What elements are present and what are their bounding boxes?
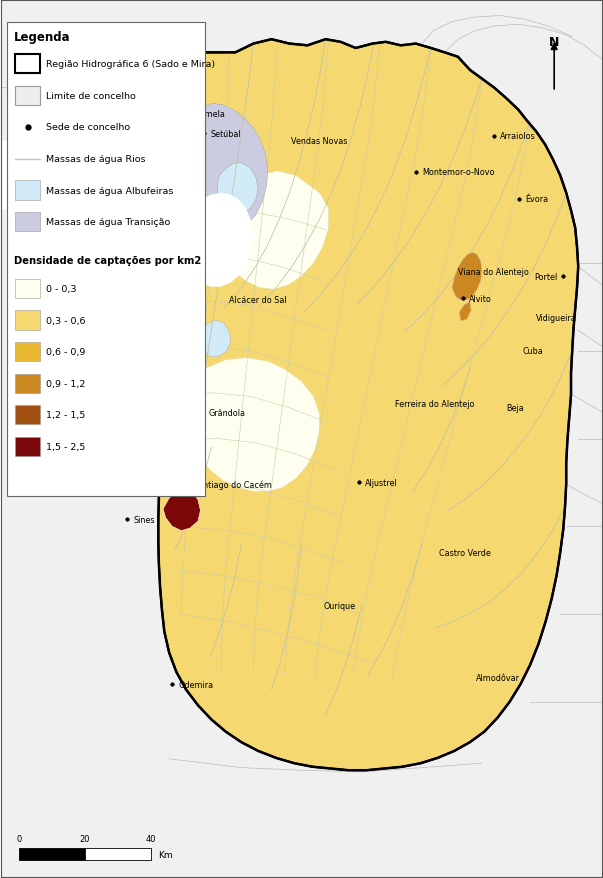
Bar [15, 342, 40, 362]
Text: 0,9 - 1,2: 0,9 - 1,2 [46, 379, 86, 388]
Bar [7, 23, 205, 496]
Text: 40: 40 [146, 834, 156, 843]
Text: Santiago do Cacém: Santiago do Cacém [193, 480, 272, 489]
Text: 1,5 - 2,5: 1,5 - 2,5 [46, 443, 86, 451]
Polygon shape [184, 358, 320, 492]
Polygon shape [163, 488, 200, 531]
Text: Km: Km [159, 850, 173, 859]
Bar [85, 848, 151, 860]
Polygon shape [49, 145, 104, 182]
Text: Limite de concelho: Limite de concelho [46, 91, 136, 101]
Text: 0: 0 [16, 834, 21, 843]
Bar [15, 55, 40, 75]
Text: Ourique: Ourique [324, 601, 356, 610]
Text: 20: 20 [80, 834, 90, 843]
Text: Alvito: Alvito [469, 294, 491, 303]
Text: Arraiolos: Arraiolos [500, 132, 536, 141]
Polygon shape [205, 171, 329, 290]
Text: Região Hidrográfica 6 (Sado e Mira): Região Hidrográfica 6 (Sado e Mira) [46, 61, 215, 69]
Polygon shape [178, 193, 253, 299]
Polygon shape [459, 302, 471, 321]
Text: Vidigueira: Vidigueira [536, 313, 577, 322]
Text: Massas de água Transição: Massas de água Transição [46, 218, 171, 227]
Text: Massas de água Albufeiras: Massas de água Albufeiras [46, 186, 174, 196]
Bar [19, 848, 85, 860]
Text: Aljustrel: Aljustrel [365, 479, 397, 487]
Text: Montijo: Montijo [144, 166, 174, 176]
Text: Almodôvar: Almodôvar [476, 673, 520, 682]
Text: Sesimbra: Sesimbra [80, 148, 118, 157]
Bar [15, 406, 40, 425]
Text: Castro Verde: Castro Verde [438, 549, 491, 558]
Bar [15, 374, 40, 393]
Text: Massas de água Rios: Massas de água Rios [46, 155, 146, 164]
Bar [15, 181, 40, 200]
Text: Cuba: Cuba [523, 347, 544, 356]
Text: Odemira: Odemira [178, 680, 213, 689]
Text: Setúbal: Setúbal [210, 129, 241, 139]
Text: Portel: Portel [534, 272, 557, 281]
Text: Viana do Alentejo: Viana do Alentejo [458, 268, 529, 277]
Polygon shape [134, 115, 184, 169]
Text: 0 - 0,3: 0 - 0,3 [46, 284, 77, 293]
Text: 0,3 - 0,6: 0,3 - 0,6 [46, 316, 86, 325]
Polygon shape [178, 104, 268, 235]
Text: 1,2 - 1,5: 1,2 - 1,5 [46, 411, 86, 420]
Polygon shape [160, 467, 171, 492]
Text: Sede de concelho: Sede de concelho [46, 123, 130, 133]
Text: Sines: Sines [133, 515, 154, 524]
Text: Palmela: Palmela [193, 110, 225, 119]
Bar [15, 437, 40, 457]
Polygon shape [199, 320, 230, 357]
Bar [15, 87, 40, 106]
Text: N: N [549, 36, 560, 49]
Bar [15, 311, 40, 330]
Polygon shape [159, 385, 200, 469]
Text: Vendas Novas: Vendas Novas [291, 136, 348, 146]
Text: Alcácer do Sal: Alcácer do Sal [229, 296, 287, 305]
Polygon shape [452, 253, 482, 300]
Bar [15, 279, 40, 299]
Text: Legenda: Legenda [14, 32, 71, 45]
Text: Ferreira do Alentejo: Ferreira do Alentejo [395, 399, 474, 408]
Polygon shape [1, 141, 43, 211]
Text: Beja: Beja [506, 404, 524, 413]
Text: Montemor-o-Novo: Montemor-o-Novo [422, 168, 494, 177]
Text: Évora: Évora [525, 195, 548, 205]
Bar [15, 212, 40, 232]
Text: Densidade de captações por km2: Densidade de captações por km2 [14, 255, 201, 266]
Text: Grândola: Grândola [208, 408, 245, 417]
Text: 0,6 - 0,9: 0,6 - 0,9 [46, 348, 86, 356]
Polygon shape [159, 40, 578, 770]
Polygon shape [217, 163, 258, 215]
